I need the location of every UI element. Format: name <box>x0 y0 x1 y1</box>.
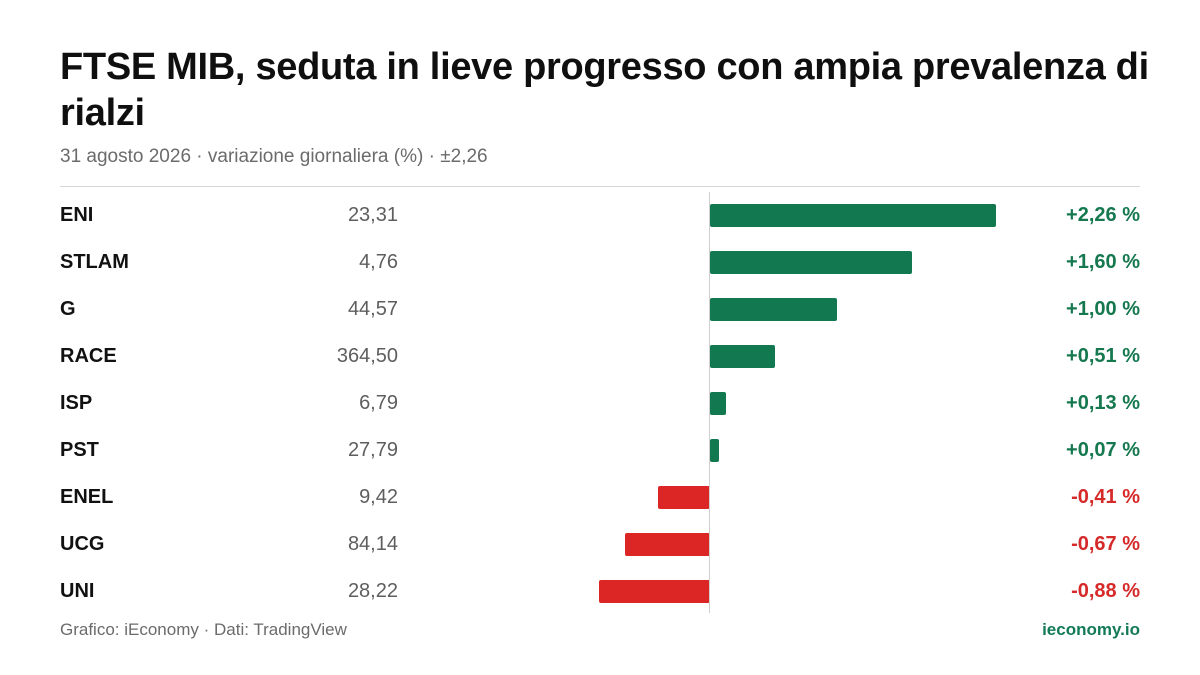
table-row: UCG 84,14 -0,67 % <box>60 521 1140 568</box>
header-divider <box>60 186 1140 187</box>
ticker-label: UNI <box>60 580 95 602</box>
source-credit: Grafico: iEconomy · Dati: TradingView <box>60 620 347 639</box>
chart-title: FTSE MIB, seduta in lieve progresso con … <box>60 46 1149 134</box>
bar-eni <box>710 204 996 227</box>
ticker-label: STLAM <box>60 251 129 273</box>
change-label: +0,13 % <box>1066 392 1140 414</box>
table-row: PST 27,79 +0,07 % <box>60 427 1140 474</box>
price-value: 28,22 <box>347 580 398 602</box>
bar-g <box>710 298 837 321</box>
change-label: -0,41 % <box>1071 486 1140 508</box>
ticker-label: ISP <box>60 392 93 414</box>
price-value: 6,79 <box>359 392 398 414</box>
bar-stlam <box>710 251 913 274</box>
table-row: ENI 23,31 +2,26 % <box>60 192 1140 239</box>
ticker-label: UCG <box>60 533 105 555</box>
bar-enel <box>658 486 710 509</box>
table-row: RACE 364,50 +0,51 % <box>60 333 1140 380</box>
change-label: +1,00 % <box>1066 298 1140 320</box>
table-row: ENEL 9,42 -0,41 % <box>60 474 1140 521</box>
brand-link[interactable]: ieconomy.io <box>1042 620 1140 639</box>
price-value: 9,42 <box>359 486 398 508</box>
price-value: 44,57 <box>347 298 398 320</box>
change-label: -0,88 % <box>1071 580 1140 602</box>
price-value: 4,76 <box>359 251 398 273</box>
ticker-label: RACE <box>60 345 117 367</box>
change-label: +2,26 % <box>1066 204 1140 226</box>
ticker-label: ENEL <box>60 486 114 508</box>
bar-ucg <box>625 533 710 556</box>
table-row: UNI 28,22 -0,88 % <box>60 568 1140 615</box>
ticker-label: G <box>60 298 76 320</box>
zero-axis-line <box>709 192 710 613</box>
ticker-label: ENI <box>60 204 94 226</box>
price-value: 23,31 <box>347 204 398 226</box>
bar-pst <box>710 439 719 462</box>
change-label: +0,07 % <box>1066 439 1140 461</box>
price-value: 364,50 <box>336 345 398 367</box>
ticker-label: PST <box>60 439 99 461</box>
bar-uni <box>598 580 710 603</box>
change-label: +1,60 % <box>1066 251 1140 273</box>
change-label: +0,51 % <box>1066 345 1140 367</box>
chart-subtitle: 31 agosto 2026 · variazione giornaliera … <box>60 146 488 167</box>
change-label: -0,67 % <box>1071 533 1140 555</box>
table-row: G 44,57 +1,00 % <box>60 286 1140 333</box>
table-row: ISP 6,79 +0,13 % <box>60 380 1140 427</box>
bar-isp <box>710 392 727 415</box>
table-row: STLAM 4,76 +1,60 % <box>60 239 1140 286</box>
bar-race <box>710 345 775 368</box>
price-value: 27,79 <box>347 439 398 461</box>
price-value: 84,14 <box>347 533 398 555</box>
